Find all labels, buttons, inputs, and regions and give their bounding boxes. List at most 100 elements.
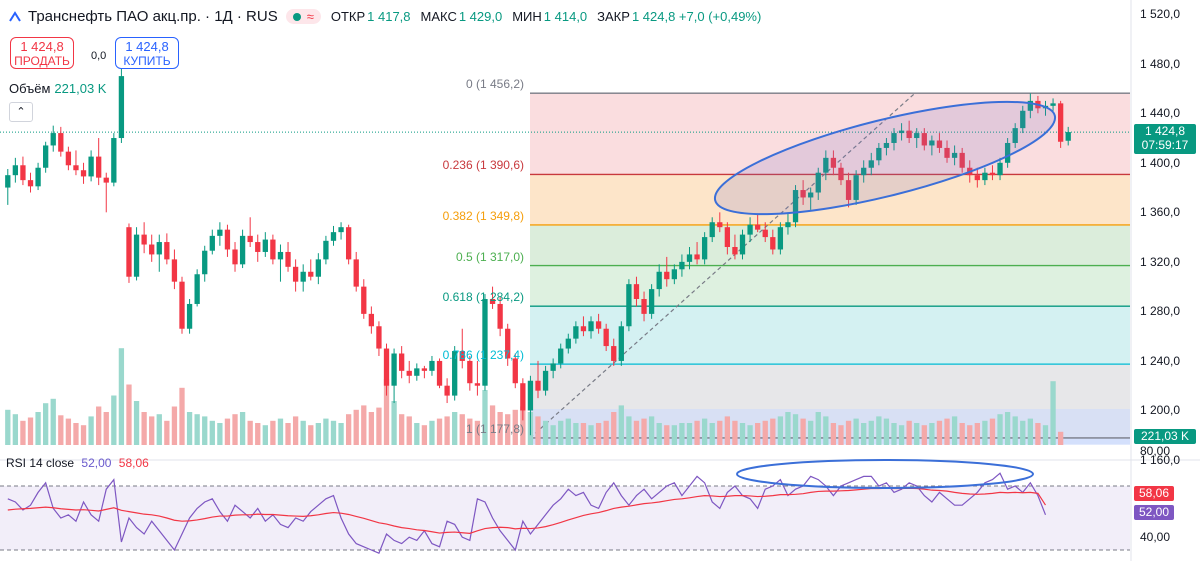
candle-body xyxy=(239,235,246,265)
volume-bar xyxy=(338,423,344,445)
candle-body xyxy=(861,167,867,176)
volume-bar xyxy=(580,423,587,445)
candle-body xyxy=(588,321,594,332)
price-tick-label: 1 360,0 xyxy=(1140,205,1181,220)
fib-zone xyxy=(530,224,1130,266)
volume-bar xyxy=(444,416,450,445)
candle-body xyxy=(876,147,882,161)
volume-bar xyxy=(247,420,253,445)
candle-body xyxy=(376,326,382,349)
volume-bar xyxy=(770,418,776,445)
rsi-name: RSI xyxy=(6,456,27,470)
volume-bar xyxy=(739,423,746,445)
volume-bar xyxy=(194,414,200,445)
volume-bar xyxy=(997,414,1003,445)
market-status-pill[interactable]: ≈ xyxy=(285,9,321,24)
candle-body xyxy=(755,224,761,230)
symbol-legend: Транснефть ПАО акц.пр. · 1Д · RUS ≈ ОТКР… xyxy=(8,8,761,25)
rsi-ma-value: 58,06 xyxy=(118,456,149,470)
volume-bar xyxy=(118,348,125,445)
candle-body xyxy=(255,242,261,252)
candle-body xyxy=(292,266,299,282)
fib-label: 0.5 (1 317,0) xyxy=(455,249,524,264)
volume-bar xyxy=(1027,418,1033,445)
volume-bar xyxy=(186,412,193,445)
chart-logo-icon xyxy=(9,10,21,22)
volume-bar xyxy=(664,425,670,445)
volume-bar xyxy=(777,416,784,445)
buy-button[interactable]: 1 424,8 КУПИТЬ xyxy=(115,37,179,69)
volume-bar xyxy=(823,416,829,445)
candle-body xyxy=(838,167,844,181)
volume-bar xyxy=(277,418,284,445)
candle-body xyxy=(126,227,132,277)
rsi-params: 14 close xyxy=(29,456,75,470)
candle-body xyxy=(20,165,26,181)
volume-bar xyxy=(459,414,465,445)
volume-bar xyxy=(967,425,973,445)
candle-body xyxy=(80,170,87,177)
rsi-panel xyxy=(0,459,1200,554)
volume-bar xyxy=(383,379,390,445)
volume-bar xyxy=(936,420,943,445)
volume-bar xyxy=(391,401,397,445)
candle-body xyxy=(323,240,329,260)
candle-body xyxy=(459,351,465,361)
volume-bar xyxy=(633,420,640,445)
sell-price: 1 424,8 xyxy=(20,39,64,54)
high-value: 1 429,0 xyxy=(458,9,503,24)
volume-bar xyxy=(883,418,890,445)
candle-body xyxy=(96,156,102,178)
candle-body xyxy=(489,299,496,304)
open-value: 1 417,8 xyxy=(367,9,411,24)
collapse-legend-button[interactable]: ⌃ xyxy=(9,102,33,122)
candle-body xyxy=(209,235,215,251)
sell-button[interactable]: 1 424,8 ПРОДАТЬ xyxy=(10,37,74,69)
volume-bar xyxy=(898,425,905,445)
candle-body xyxy=(118,76,125,139)
volume-bar xyxy=(558,420,564,445)
fib-zone xyxy=(530,265,1130,307)
candle-body xyxy=(421,368,428,371)
candle-body xyxy=(845,180,852,200)
volume-bar xyxy=(694,420,700,445)
volume-bar xyxy=(65,418,72,445)
candle-body xyxy=(27,180,34,187)
volume-bar xyxy=(141,412,147,445)
fib-label: 0.786 (1 237,4) xyxy=(442,348,524,363)
volume-bar xyxy=(73,423,79,445)
candle-body xyxy=(414,368,420,376)
volume-bar xyxy=(323,418,329,445)
volume-bar xyxy=(43,403,49,445)
volume-bars xyxy=(5,348,1064,445)
volume-bar xyxy=(421,425,428,445)
candle-body xyxy=(505,328,511,359)
volume-bar xyxy=(164,420,170,445)
candle-body xyxy=(361,286,367,314)
candle-body xyxy=(633,284,640,300)
symbol-title[interactable]: Транснефть ПАО акц.пр. · 1Д · RUS xyxy=(28,8,278,25)
volume-bar xyxy=(717,420,723,445)
price-tick-label: 1 480,0 xyxy=(1140,56,1181,71)
volume-bar xyxy=(202,416,208,445)
candle-body xyxy=(989,172,996,176)
candle-body xyxy=(868,160,874,168)
volume-bar xyxy=(535,416,541,445)
candle-body xyxy=(1012,128,1018,143)
bar-countdown: 07:59:17 xyxy=(1141,138,1189,152)
candle-body xyxy=(739,234,746,255)
candle-body xyxy=(383,348,390,386)
volume-value: 221,03 K xyxy=(54,81,107,96)
candle-body xyxy=(1065,132,1071,141)
chevron-up-icon: ⌃ xyxy=(16,106,26,118)
rsi-axis-label-80: 80,00 xyxy=(1140,444,1171,458)
buy-label: КУПИТЬ xyxy=(123,54,171,68)
volume-bar xyxy=(111,395,117,445)
volume-bar xyxy=(270,420,276,445)
candle-body xyxy=(929,140,935,146)
candle-body xyxy=(73,165,79,171)
buy-price: 1 424,8 xyxy=(125,39,169,54)
rsi-line xyxy=(7,472,1047,554)
candle-body xyxy=(345,227,352,260)
